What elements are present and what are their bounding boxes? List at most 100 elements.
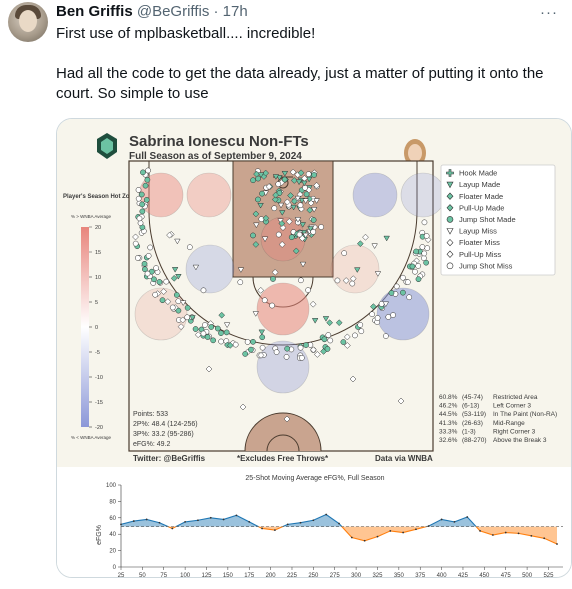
author-handle[interactable]: @BeGriffis <box>136 3 210 20</box>
data-point <box>415 528 417 531</box>
more-options-icon[interactable]: ··· <box>540 4 558 21</box>
colorbar-top-note: % > WNBA Average <box>71 214 112 219</box>
shot-legend: Hook Made Layup Made Floater Made Pull-Up M… <box>440 164 556 276</box>
data-point <box>261 527 263 530</box>
y-tick-label: 0 <box>113 565 117 571</box>
tweet-text: First use of mplbasketball.... incredibl… <box>56 24 561 104</box>
x-tick-label: 300 <box>351 573 362 578</box>
data-point <box>184 521 187 523</box>
zone-pct: 60.8% <box>439 394 458 401</box>
team-logo-icon <box>97 133 117 159</box>
x-tick-label: 225 <box>287 573 298 578</box>
tweet-image[interactable]: Sabrina Ionescu Non-FTs Full Season as o… <box>56 118 572 578</box>
data-point <box>120 523 122 526</box>
zone-made: (26-63) <box>462 420 483 427</box>
data-point <box>491 534 494 536</box>
data-point <box>427 525 430 527</box>
zone-label: Mid-Range <box>493 420 525 427</box>
zone-label: Above the Break 3 <box>493 437 547 444</box>
legend-marker <box>446 228 454 235</box>
data-point <box>338 522 340 525</box>
x-tick-label: 325 <box>372 573 383 578</box>
colorbar-tick-label: 0 <box>95 325 98 331</box>
colorbar-tick-label: 10 <box>95 275 101 281</box>
zone-pct: 32.6% <box>439 437 458 444</box>
colorbar-tick-label: 15 <box>95 250 101 256</box>
x-tick-label: 375 <box>415 573 426 578</box>
zone-made: (6-13) <box>462 403 479 410</box>
tweet-header: Ben Griffis @BeGriffis · 17h <box>56 3 248 20</box>
chart-title: 25-Shot Moving Average eFG%, Full Season <box>245 475 384 482</box>
legend-marker <box>446 238 454 247</box>
stat-efg: eFG%: 49.2 <box>133 441 170 448</box>
separator-dot: · <box>213 3 219 20</box>
zone-stats: 60.8% (45-74) Restricted Area 46.2% (6-13) Le… <box>439 394 557 444</box>
x-tick-label: 500 <box>522 573 533 578</box>
tweet-text-line: Had all the code to get the data already… <box>56 65 544 102</box>
legend-label: Jump Shot Miss <box>459 261 513 270</box>
tweet-time[interactable]: 17h <box>222 3 248 20</box>
data-point <box>248 521 251 523</box>
data-point <box>299 521 302 524</box>
data-point <box>197 519 199 522</box>
tweet-text-line: First use of mplbasketball.... incredibl… <box>56 25 316 42</box>
zone-pct: 44.5% <box>439 411 458 418</box>
data-point <box>543 537 546 540</box>
y-tick-label: 60 <box>109 516 116 522</box>
avatar[interactable] <box>8 2 48 42</box>
data-point <box>286 523 289 526</box>
x-tick-label: 250 <box>308 573 319 578</box>
zone-pct: 41.3% <box>439 420 458 427</box>
stat-points: Points: 533 <box>133 411 168 418</box>
data-point <box>466 516 469 518</box>
legend-label: Layup Miss <box>459 227 497 236</box>
zone-pct: 33.3% <box>439 428 458 435</box>
shot-chart-figure: Sabrina Ionescu Non-FTs Full Season as o… <box>57 119 571 578</box>
figure-subtitle: Full Season as of September 9, 2024 <box>129 151 302 162</box>
data-point <box>376 535 379 538</box>
x-tick-label: 525 <box>543 573 554 578</box>
data-point <box>363 539 366 542</box>
footer-source: Data via WNBA <box>375 454 433 463</box>
series-line-below <box>166 526 558 545</box>
zone-made: (1-3) <box>462 428 476 435</box>
y-tick-label: 20 <box>109 549 116 555</box>
legend-marker <box>446 169 454 177</box>
footer-note: *Excludes Free Throws* <box>237 454 329 463</box>
colorbar-tick-label: -10 <box>95 375 103 381</box>
colorbar-title: Player's Season Hot Zones <box>63 194 140 200</box>
x-tick-label: 275 <box>330 573 341 578</box>
author-name[interactable]: Ben Griffis <box>56 3 133 20</box>
data-point <box>132 520 135 522</box>
x-tick-label: 350 <box>394 573 405 578</box>
colorbar-bottom-note: % < WNBA Average <box>71 435 112 440</box>
legend-label: Hook Made <box>459 169 497 178</box>
legend-marker <box>446 262 454 270</box>
zone-label: Right Corner 3 <box>493 428 536 435</box>
legend-marker <box>446 181 454 189</box>
legend-label: Jump Shot Made <box>459 215 516 224</box>
legend-label: Pull-Up Made <box>459 203 504 212</box>
colorbar <box>81 227 89 427</box>
x-tick-label: 175 <box>244 573 255 578</box>
stat-2p: 2P%: 48.4 (124-256) <box>133 421 198 428</box>
legend-label: Floater Miss <box>459 238 500 247</box>
footer-twitter: Twitter: @BeGriffis <box>133 454 206 463</box>
data-point <box>158 521 161 524</box>
legend-label: Pull-Up Miss <box>459 250 501 259</box>
stat-3p: 3P%: 33.2 (95-286) <box>133 431 194 438</box>
legend-marker <box>446 216 454 223</box>
area-above-baseline <box>121 514 477 527</box>
data-point <box>389 530 392 532</box>
zone-pct: 46.2% <box>439 403 458 410</box>
chart-ylabel: eFG% <box>96 525 103 545</box>
colorbar-tick-label: -5 <box>95 350 100 356</box>
legend-label: Layup Made <box>459 180 500 189</box>
data-point <box>556 543 558 545</box>
zone-label: Left Corner 3 <box>493 403 531 410</box>
x-tick-label: 400 <box>437 573 448 578</box>
x-tick-label: 450 <box>479 573 490 578</box>
data-point <box>171 527 174 530</box>
legend-marker <box>446 204 454 212</box>
colorbar-tick-label: 5 <box>95 300 98 306</box>
